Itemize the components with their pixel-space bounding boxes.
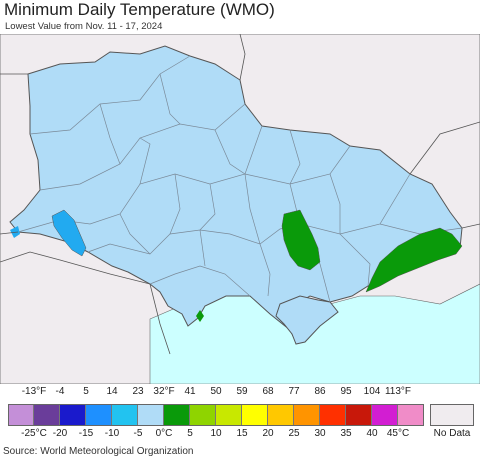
crimea	[275, 295, 339, 345]
fahrenheit-tick-label: 68	[262, 386, 274, 397]
legend-swatch	[190, 404, 216, 426]
celsius-tick-label: 30	[314, 428, 326, 439]
celsius-tick-label: -10	[104, 428, 120, 439]
fahrenheit-tick-label: 50	[210, 386, 222, 397]
celsius-tick-label: -25°C	[21, 428, 47, 439]
map-title: Minimum Daily Temperature (WMO)	[4, 0, 275, 19]
cold-region-carpathians	[51, 209, 87, 257]
celsius-tick-label: 45°C	[386, 428, 410, 439]
celsius-tick-label: 35	[340, 428, 352, 439]
neighbor-borders	[0, 34, 480, 355]
coast-detail	[196, 310, 204, 322]
fahrenheit-tick-label: 14	[106, 386, 118, 397]
fahrenheit-tick-label: -4	[55, 386, 65, 397]
legend-swatch	[242, 404, 268, 426]
fahrenheit-tick-label: 23	[132, 386, 144, 397]
celsius-tick-label: 25	[288, 428, 300, 439]
legend-swatch	[372, 404, 398, 426]
fahrenheit-tick-label: 77	[288, 386, 300, 397]
celsius-tick-label: 20	[262, 428, 274, 439]
legend-swatch	[216, 404, 242, 426]
legend-swatch	[34, 404, 60, 426]
fahrenheit-tick-label: 32°F	[153, 386, 175, 397]
celsius-tick-label: 15	[236, 428, 248, 439]
warm-region-dnipro	[281, 209, 321, 271]
fahrenheit-tick-label: 95	[340, 386, 352, 397]
legend-swatch	[294, 404, 320, 426]
fahrenheit-tick-label: -13°F	[21, 386, 47, 397]
celsius-tick-label: 5	[187, 428, 193, 439]
legend-swatch	[164, 404, 190, 426]
legend-swatch	[320, 404, 346, 426]
legend-swatch	[346, 404, 372, 426]
map-subtitle: Lowest Value from Nov. 11 - 17, 2024	[5, 21, 163, 32]
fahrenheit-tick-label: 59	[236, 386, 248, 397]
legend-swatch	[60, 404, 86, 426]
source-credit: Source: World Meteorological Organizatio…	[3, 446, 194, 457]
legend-swatch	[112, 404, 138, 426]
legend-swatch	[138, 404, 164, 426]
fahrenheit-tick-label: 113°F	[384, 386, 412, 397]
fahrenheit-tick-label: 104	[363, 386, 381, 397]
oblast-borders	[17, 55, 463, 303]
no-data-label: No Data	[433, 428, 471, 439]
legend-frame	[8, 404, 424, 426]
color-legend: -13°F -4 5 14 23 32°F 41 50 59 68 77 86 95 104 113°F -…	[0, 384, 480, 444]
fahrenheit-tick-label: 41	[184, 386, 196, 397]
celsius-tick-label: -15	[78, 428, 94, 439]
celsius-tick-label: 0°C	[155, 428, 173, 439]
no-data-swatch	[430, 404, 474, 426]
warm-region-southeast	[365, 227, 463, 293]
celsius-tick-label: 10	[210, 428, 222, 439]
celsius-tick-label: -20	[52, 428, 68, 439]
temperature-map	[0, 34, 480, 384]
fahrenheit-tick-label: 86	[314, 386, 326, 397]
legend-swatch	[86, 404, 112, 426]
fahrenheit-tick-label: 5	[83, 386, 89, 397]
legend-swatch	[268, 404, 294, 426]
celsius-tick-label: 40	[366, 428, 378, 439]
legend-swatch	[8, 404, 34, 426]
celsius-tick-label: -5	[133, 428, 143, 439]
